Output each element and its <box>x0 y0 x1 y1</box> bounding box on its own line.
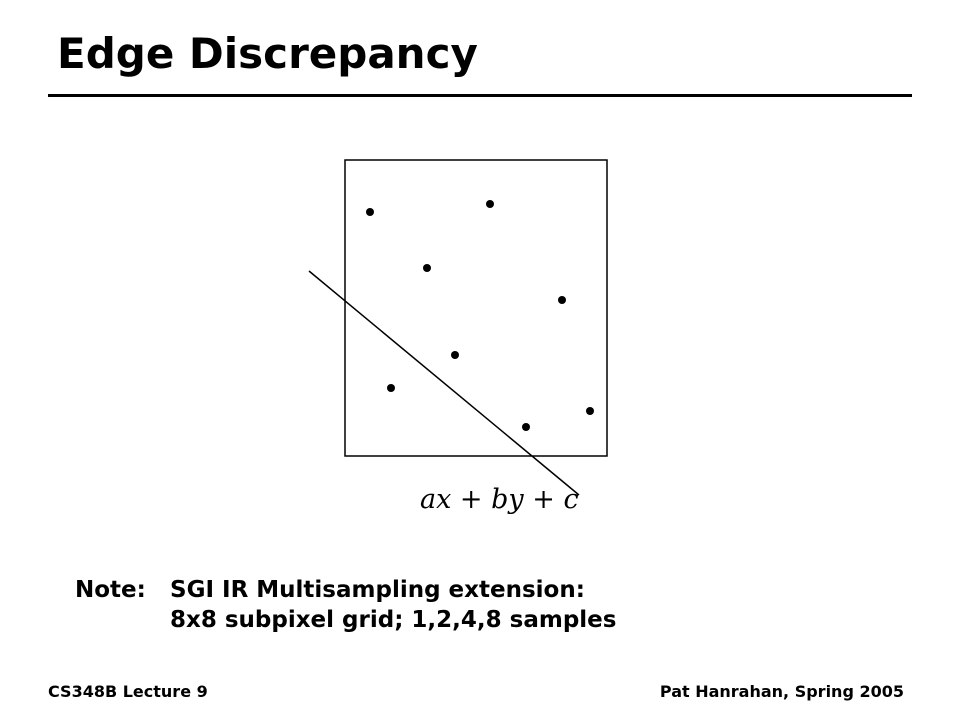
sample-point <box>387 384 395 392</box>
note-label: Note: <box>75 577 146 603</box>
sample-point <box>486 200 494 208</box>
note-lines: SGI IR Multisampling extension: 8x8 subp… <box>170 575 616 635</box>
sample-points <box>366 200 594 431</box>
note-line-1: SGI IR Multisampling extension: <box>170 577 585 603</box>
footer-course: CS348B Lecture 9 <box>48 682 208 701</box>
sample-point <box>451 351 459 359</box>
edge-line <box>308 270 580 496</box>
sample-point <box>522 423 530 431</box>
footer-author: Pat Hanrahan, Spring 2005 <box>659 682 904 701</box>
sample-point <box>586 407 594 415</box>
equation-label: ax + by + c <box>420 484 579 515</box>
title-divider <box>48 94 912 97</box>
sample-point <box>558 296 566 304</box>
sample-point <box>423 264 431 272</box>
sample-point <box>366 208 374 216</box>
note-line-2: 8x8 subpixel grid; 1,2,4,8 samples <box>170 607 617 633</box>
pixel-square <box>344 159 608 457</box>
slide-title: Edge Discrepancy <box>57 29 478 78</box>
